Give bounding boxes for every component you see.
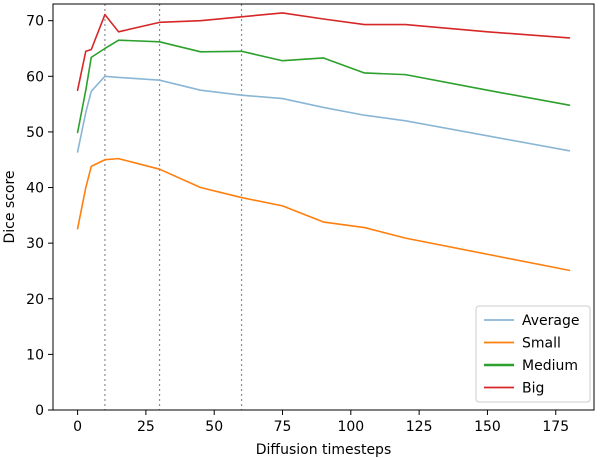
y-tick-label: 50 <box>26 125 44 141</box>
x-tick-label: 50 <box>205 419 223 435</box>
y-axis-label: Dice score <box>2 170 18 243</box>
y-tick-label: 30 <box>26 236 44 252</box>
y-tick-label: 70 <box>26 14 44 30</box>
series-line-average <box>76 75 571 153</box>
legend-box <box>475 305 591 403</box>
y-axis: 0 10 20 30 40 50 60 70 <box>26 14 53 419</box>
series-line-small <box>76 157 571 272</box>
x-tick-label: 125 <box>406 419 433 435</box>
legend-label-small: Small <box>522 336 561 352</box>
legend: Average Small Medium Big <box>475 305 591 403</box>
plot-area-frame <box>52 3 595 411</box>
legend-label-big: Big <box>522 381 544 397</box>
y-tick-label: 10 <box>26 347 44 363</box>
x-axis: 0 25 50 75 100 125 150 175 <box>73 410 569 435</box>
series-line-medium <box>76 39 571 134</box>
legend-label-medium: Medium <box>522 358 578 374</box>
y-tick-label: 0 <box>35 403 44 419</box>
x-axis-label: Diffusion timesteps <box>256 442 391 458</box>
x-tick-label: 0 <box>73 419 82 435</box>
y-tick-label: 20 <box>26 292 44 308</box>
legend-label-average: Average <box>522 313 580 329</box>
reference-lines <box>104 4 243 410</box>
x-tick-label: 75 <box>274 419 292 435</box>
y-tick-label: 60 <box>26 69 44 85</box>
x-tick-label: 150 <box>474 419 501 435</box>
x-tick-label: 25 <box>137 419 155 435</box>
y-tick-label: 40 <box>26 181 44 197</box>
x-tick-label: 175 <box>542 419 569 435</box>
x-tick-label: 100 <box>337 419 364 435</box>
series-lines <box>76 12 571 272</box>
series-line-big <box>76 12 571 92</box>
